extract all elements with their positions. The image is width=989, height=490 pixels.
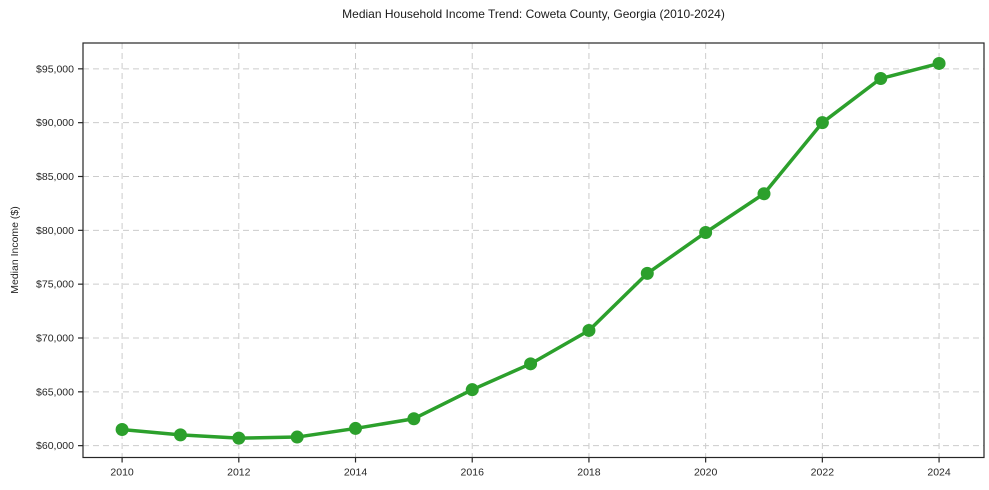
data-point	[757, 187, 771, 201]
x-tick-label: 2020	[694, 467, 718, 479]
y-tick-label: $90,000	[36, 117, 74, 129]
x-tick-label: 2010	[110, 467, 134, 479]
data-point	[232, 431, 246, 445]
x-tick-label: 2014	[344, 467, 368, 479]
chart-title: Median Household Income Trend: Coweta Co…	[342, 7, 725, 21]
y-tick-label: $85,000	[36, 171, 74, 183]
data-point	[465, 383, 479, 397]
trend-line	[120, 61, 941, 440]
data-point	[407, 412, 421, 426]
data-point	[640, 266, 654, 280]
y-tick-label: $70,000	[36, 332, 74, 344]
y-tick-label: $65,000	[36, 386, 74, 398]
y-tick-label: $80,000	[36, 225, 74, 237]
y-tick-label: $95,000	[36, 63, 74, 75]
data-point	[932, 56, 946, 70]
x-tick-label: 2024	[927, 467, 951, 479]
data-point	[173, 428, 187, 442]
data-point	[699, 225, 713, 239]
x-tick-label: 2022	[811, 467, 835, 479]
x-tick-label: 2018	[577, 467, 601, 479]
data-point	[115, 423, 129, 437]
data-point	[582, 323, 596, 337]
plot-border	[82, 42, 985, 459]
data-point	[349, 421, 363, 435]
y-tick-label: $60,000	[36, 440, 74, 452]
data-point	[874, 72, 888, 86]
y-tick-label: $75,000	[36, 279, 74, 291]
data-point	[815, 116, 829, 130]
x-tick-label: 2012	[227, 467, 251, 479]
data-point	[524, 357, 538, 371]
data-point	[290, 430, 304, 444]
x-tick-label: 2016	[461, 467, 485, 479]
